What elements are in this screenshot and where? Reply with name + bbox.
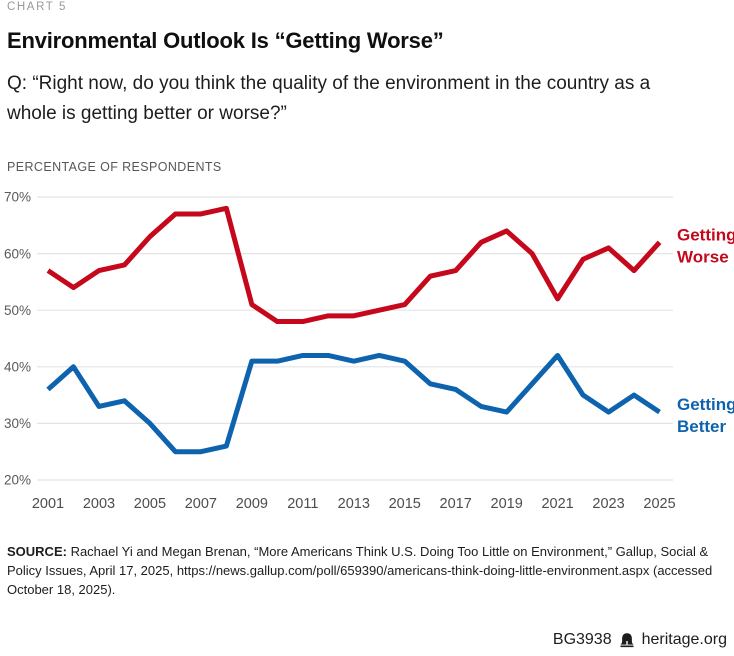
document-id: BG3938 xyxy=(552,631,612,648)
x-tick-label-2025: 2025 xyxy=(643,496,675,512)
line-chart: 70% 60% 50% 40% 30% 20% 2001 2003 2005 2007 2009 20… xyxy=(0,180,734,515)
series-label-getting-worse: Getting Worse xyxy=(677,225,734,266)
x-tick-label-2019: 2019 xyxy=(491,496,523,512)
x-tick-label-2013: 2013 xyxy=(338,496,370,512)
x-tick-label-2005: 2005 xyxy=(134,496,166,512)
line-chart-canvas: 70% 60% 50% 40% 30% 20%2001 2003 2005 2007 2009 20… xyxy=(4,190,734,512)
site-url[interactable]: heritage.org xyxy=(641,631,727,648)
y-tick-label-20: 20% xyxy=(4,473,31,488)
series-line-getting-better xyxy=(46,352,661,455)
x-tick-label-2021: 2021 xyxy=(541,496,573,512)
x-tick-label-2011: 2011 xyxy=(287,496,318,512)
series-label-getting-better: Getting Better xyxy=(677,395,734,436)
survey-question: Q: “Right now, do you think the quality … xyxy=(7,73,651,124)
y-tick-label-50: 50% xyxy=(4,303,31,318)
source-label: SOURCE: xyxy=(7,544,67,559)
y-tick-label-60: 60% xyxy=(4,246,31,261)
x-tick-label-2001: 2001 xyxy=(32,496,64,512)
chart-title: Environmental Outlook Is “Getting Worse” xyxy=(7,28,444,53)
source-note: SOURCE: Rachael Yi and Megan Brenan, “Mo… xyxy=(7,542,729,600)
x-tick-label-2003: 2003 xyxy=(83,496,115,512)
x-tick-label-2015: 2015 xyxy=(389,496,421,512)
source-text: Rachael Yi and Megan Brenan, “More Ameri… xyxy=(7,544,713,598)
x-tick-label-2009: 2009 xyxy=(236,496,268,512)
y-tick-label-30: 30% xyxy=(4,416,31,431)
chart-number-kicker: CHART 5 xyxy=(7,1,67,13)
series-line-getting-worse xyxy=(46,205,662,325)
x-tick-label-2007: 2007 xyxy=(185,496,217,512)
y-axis-unit-label: PERCENTAGE OF RESPONDENTS xyxy=(7,160,222,174)
x-tick-label-2023: 2023 xyxy=(592,496,624,512)
liberty-bell-icon xyxy=(620,632,634,647)
x-tick-label-2017: 2017 xyxy=(440,496,472,512)
footer: BG3938 heritage.org xyxy=(553,630,727,650)
y-tick-label-40: 40% xyxy=(4,360,31,375)
y-tick-label-70: 70% xyxy=(4,190,31,205)
